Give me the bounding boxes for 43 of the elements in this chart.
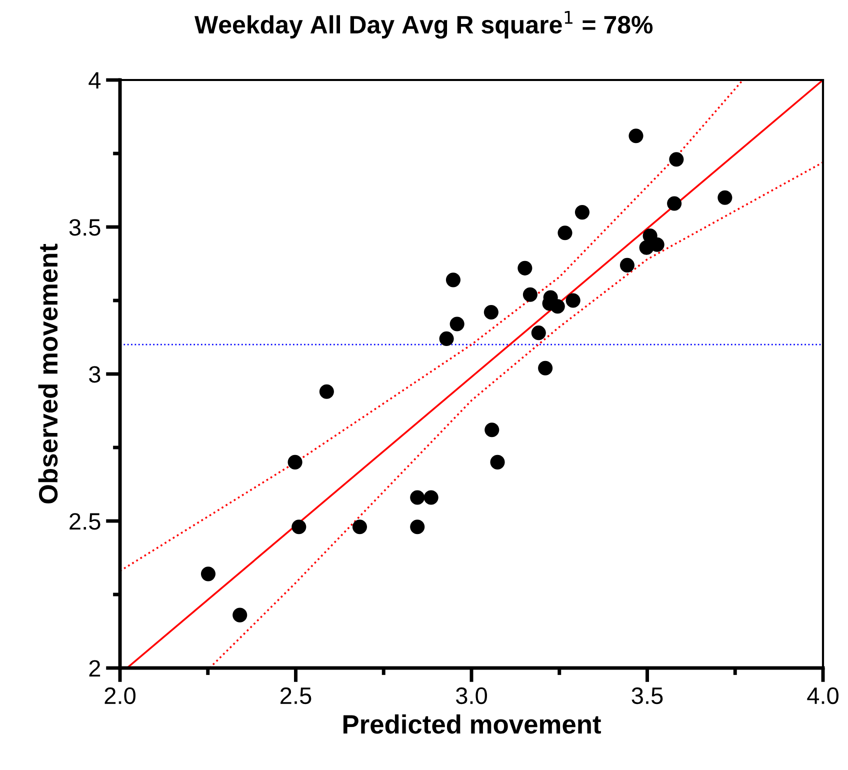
point xyxy=(574,205,590,220)
line-series xyxy=(208,161,823,668)
x-axis-title: Predicted movement xyxy=(343,714,601,734)
point xyxy=(484,422,500,438)
point xyxy=(410,490,425,505)
point xyxy=(484,304,498,320)
y-tick-label: 2.5 xyxy=(70,513,100,530)
point xyxy=(566,293,580,308)
point xyxy=(550,299,565,314)
x-tick-label: 3.0 xyxy=(456,687,487,704)
point xyxy=(558,226,572,240)
point xyxy=(292,520,306,534)
point xyxy=(538,360,553,376)
point xyxy=(667,196,682,211)
chart-title: Weekday All Day Avg R square$^{1}$ = 78% xyxy=(194,11,653,39)
point xyxy=(669,152,684,167)
point xyxy=(450,316,464,332)
point xyxy=(439,331,454,346)
y-tick-label: 2 xyxy=(89,660,100,677)
point xyxy=(352,520,368,534)
point xyxy=(628,128,644,144)
point xyxy=(531,326,546,340)
point xyxy=(718,190,732,205)
point xyxy=(200,566,216,582)
line-series xyxy=(120,80,744,572)
x-tick-label: 4.0 xyxy=(807,687,838,704)
y-tick-label: 3.5 xyxy=(69,219,100,236)
x-tick-label: 2.5 xyxy=(280,687,312,704)
point xyxy=(446,272,461,288)
y-axis-title: Observed movement xyxy=(38,244,58,504)
point xyxy=(490,454,505,470)
point xyxy=(319,384,334,399)
x-tick-label: 2.0 xyxy=(104,687,136,704)
point xyxy=(424,490,438,505)
y-tick-label: 4 xyxy=(88,72,101,89)
y-tick-label: 3 xyxy=(89,366,100,383)
point xyxy=(620,258,634,273)
point xyxy=(232,608,248,622)
point xyxy=(518,260,532,276)
point xyxy=(410,520,425,534)
point xyxy=(522,287,538,302)
x-tick-label: 3.5 xyxy=(632,687,663,704)
point xyxy=(288,454,302,470)
